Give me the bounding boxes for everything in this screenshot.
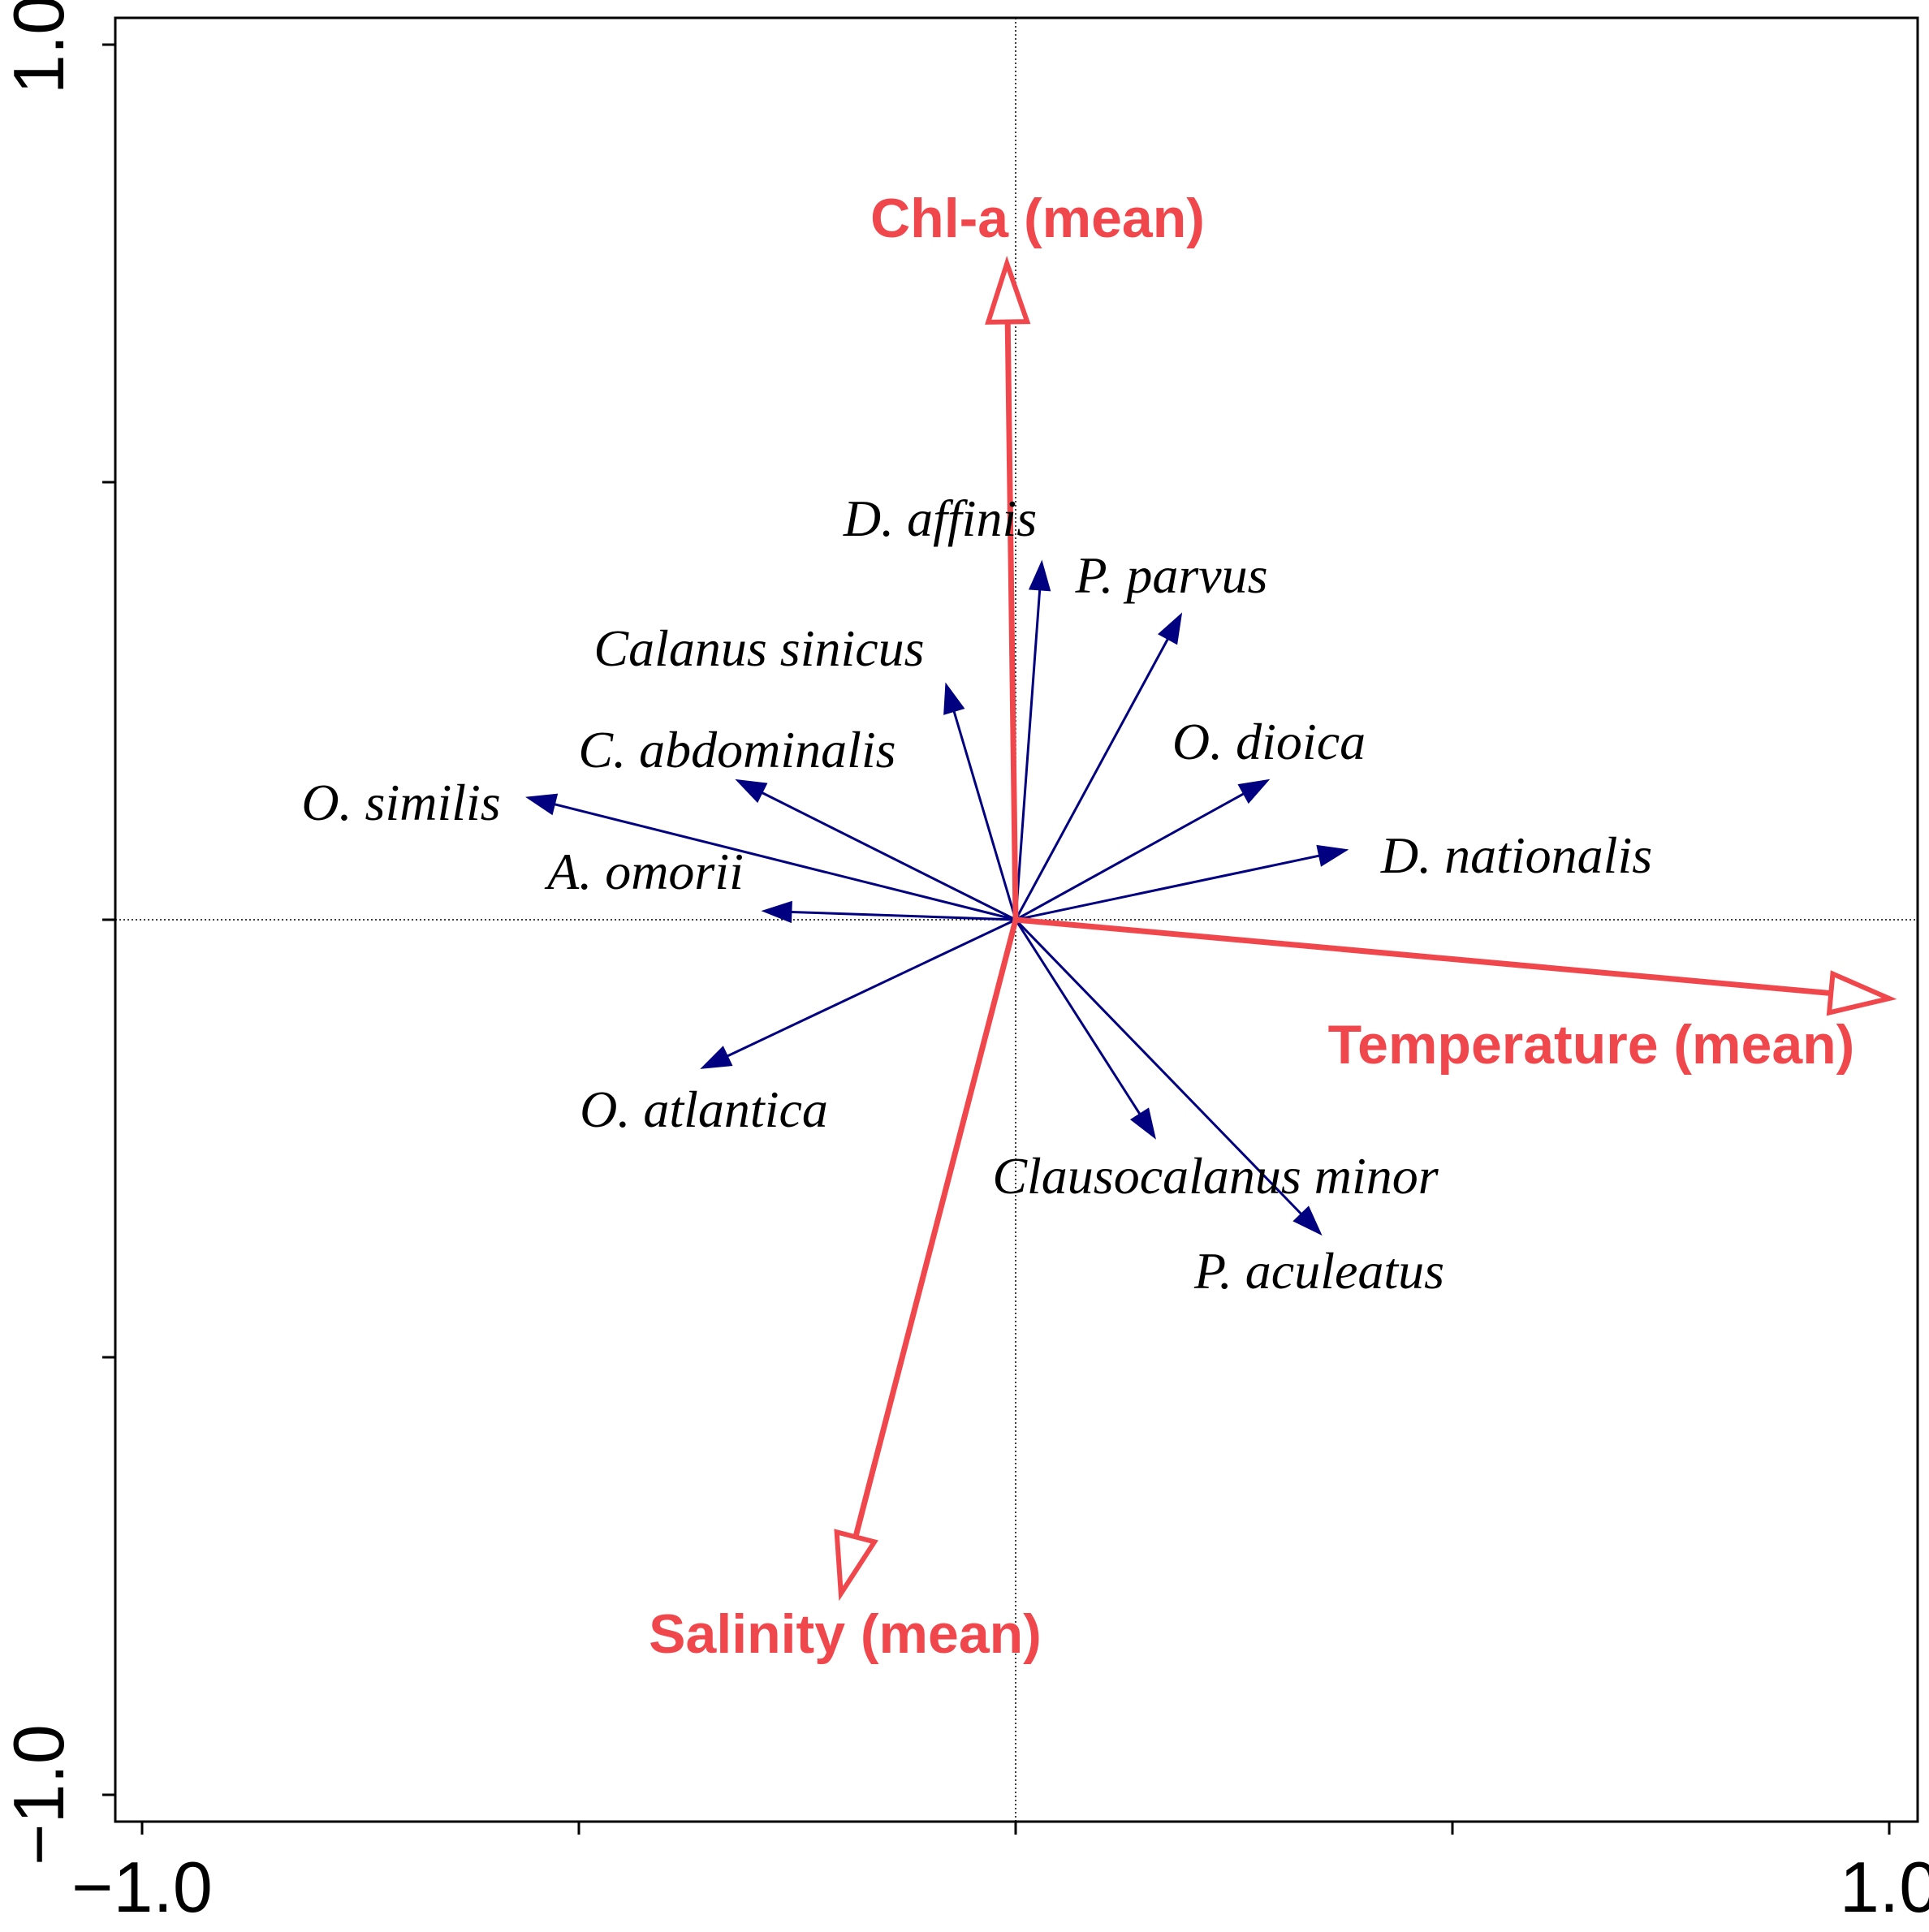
species-label: Clausocalanus minor (992, 1147, 1439, 1205)
environment-label: Temperature (mean) (1328, 1014, 1855, 1076)
species-arrowhead (1157, 612, 1183, 645)
species-vector (1014, 638, 1169, 921)
species-arrowhead (700, 1046, 733, 1069)
environment-vector (1004, 321, 1019, 921)
y-tick-label-min: −1.0 (0, 1724, 79, 1865)
x-tick-label-max: 1.0 (1840, 1847, 1929, 1927)
species-vector (791, 910, 1016, 921)
species-label: C. abdominalis (578, 721, 895, 778)
species-arrowhead (525, 793, 559, 816)
species-arrowhead (1237, 778, 1271, 804)
species-label: D. affinis (843, 489, 1037, 547)
species-vector (952, 711, 1017, 921)
environment-vector (1015, 916, 1832, 997)
environment-arrowhead (834, 1529, 878, 1602)
species-vector (1015, 792, 1245, 921)
environment-label: Salinity (mean) (649, 1603, 1042, 1665)
species-vector (762, 791, 1016, 921)
species-vector (727, 918, 1016, 1058)
species-vector (1015, 854, 1319, 921)
species-vector (1014, 918, 1302, 1215)
species-label: O. similis (301, 774, 500, 831)
species-arrowhead (1129, 1107, 1156, 1140)
species-arrowhead (1316, 844, 1349, 867)
species-arrowhead (761, 900, 792, 924)
species-label: Calanus sinicus (593, 619, 924, 677)
species-vectors-group (525, 559, 1349, 1236)
species-vector (554, 803, 1016, 921)
species-label: P. parvus (1074, 546, 1267, 604)
species-arrowhead (1028, 559, 1051, 592)
environment-arrowhead (985, 256, 1031, 325)
species-label: D. nationalis (1380, 826, 1652, 884)
species-label: O. dioica (1172, 713, 1366, 770)
environment-label: Chl-a (mean) (870, 188, 1205, 249)
x-tick-label-min: −1.0 (71, 1847, 213, 1927)
labels-group: D. affinis P. parvus Calanus sinicus C. abd… (301, 188, 1854, 1665)
y-tick-label-max: 1.0 (0, 0, 79, 94)
species-arrowhead (1292, 1205, 1323, 1236)
species-label: A. omorii (544, 843, 744, 900)
species-vector (1014, 919, 1141, 1115)
species-arrowhead (735, 778, 768, 804)
species-label: P. aculeatus (1193, 1242, 1444, 1300)
species-label: O. atlantica (580, 1080, 828, 1138)
environmental-vectors-group (834, 256, 1897, 1602)
environment-arrowhead (1826, 970, 1897, 1016)
environment-vector (852, 919, 1019, 1538)
species-arrowhead (943, 682, 965, 715)
species-vector (1014, 589, 1042, 921)
